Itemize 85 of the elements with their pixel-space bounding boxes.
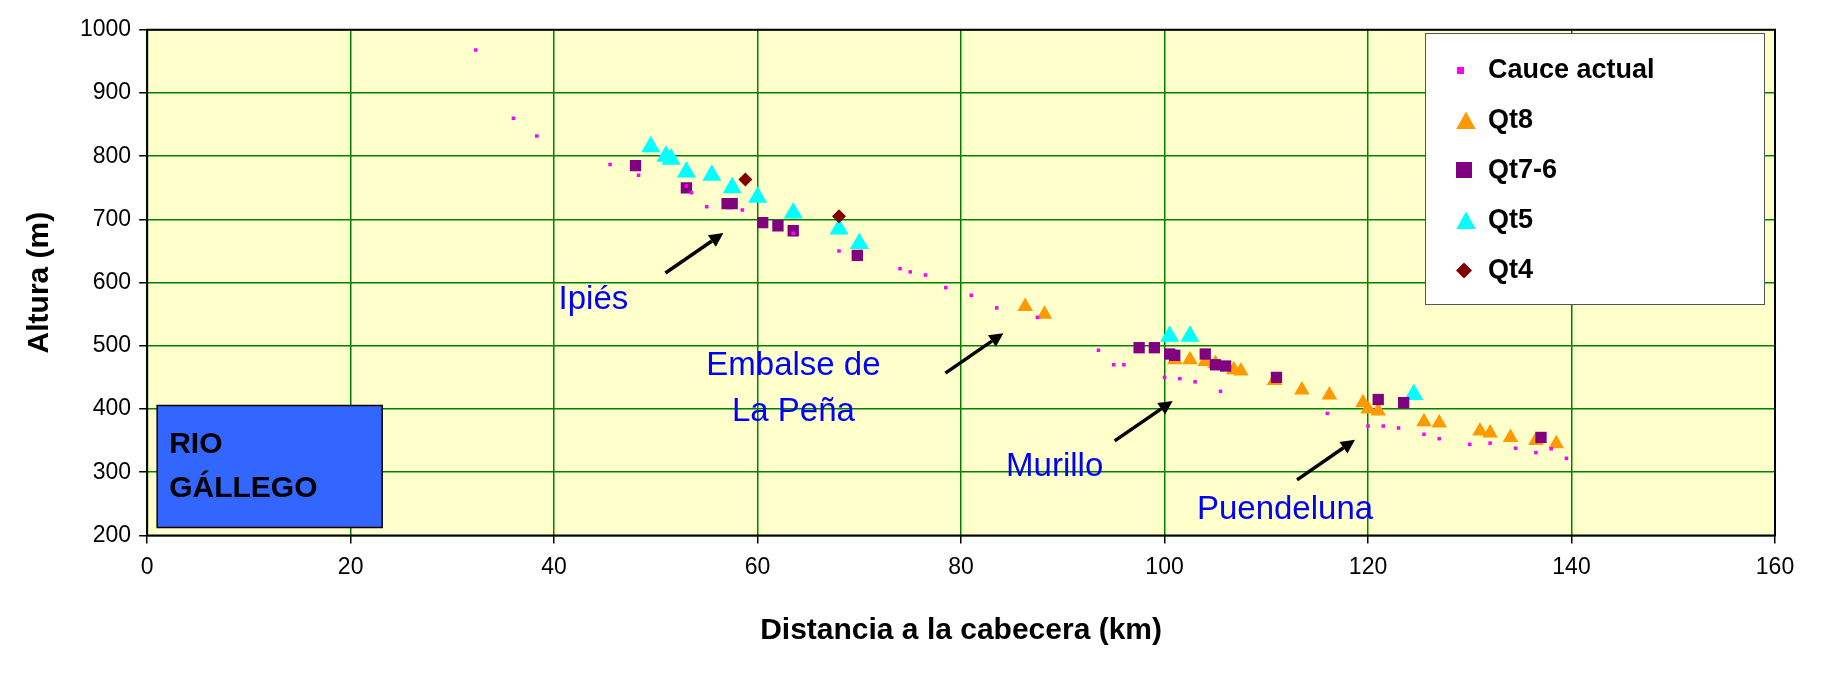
point: [1321, 386, 1338, 400]
point: [994, 306, 999, 310]
legend-label: Qt8: [1488, 103, 1534, 135]
point: [1133, 342, 1145, 354]
point: [704, 204, 709, 209]
y-axis-title: Altura (m): [21, 211, 55, 354]
point: [1422, 432, 1426, 437]
point: [1372, 393, 1384, 406]
point: [726, 197, 738, 210]
point: [1270, 371, 1283, 384]
point: [1366, 424, 1370, 428]
point: [1431, 413, 1448, 428]
point: [923, 273, 928, 277]
legend-label: Qt7-6: [1488, 153, 1558, 185]
point: [1397, 397, 1410, 409]
x-tick-label: 140: [1552, 552, 1591, 579]
y-tick-label: 400: [92, 394, 132, 421]
point: [1381, 424, 1386, 428]
y-tick-label: 500: [92, 331, 132, 358]
point: [1416, 412, 1432, 427]
y-tick-label: 900: [92, 78, 132, 105]
point: [1096, 348, 1101, 352]
point: [1193, 380, 1197, 384]
x-tick-label: 120: [1348, 552, 1388, 579]
point: [608, 162, 612, 167]
point: [1122, 362, 1126, 367]
point: [1148, 342, 1161, 354]
point: [1535, 431, 1547, 444]
y-tick-label: 800: [92, 141, 132, 168]
point: [1036, 305, 1053, 319]
point: [1233, 362, 1249, 376]
point: [1488, 441, 1492, 445]
legend-label: Cauce actual: [1488, 53, 1655, 85]
point: [740, 208, 745, 212]
point: [832, 209, 846, 224]
point: [1468, 442, 1472, 447]
x-axis-title: Distancia a la cabecera (km): [760, 612, 1163, 646]
y-tick-label: 600: [92, 267, 132, 294]
point: [1169, 349, 1181, 361]
annotation: RIO GÁLLEGO: [169, 425, 318, 503]
point: [1548, 434, 1565, 449]
point: [757, 216, 769, 229]
x-tick-label: 100: [1145, 552, 1184, 579]
point: [1437, 436, 1442, 441]
legend-label: Qt4: [1488, 253, 1534, 285]
point: [944, 285, 948, 290]
point: [1111, 362, 1116, 367]
x-tick-label: 0: [140, 552, 154, 579]
y-tick-label: 700: [92, 204, 132, 231]
point: [908, 270, 912, 274]
annotation: Ipiés: [558, 279, 629, 317]
point: [969, 293, 974, 298]
point: [738, 172, 753, 187]
x-tick-label: 160: [1755, 552, 1795, 579]
point: [898, 266, 902, 271]
y-tick-label: 1000: [79, 15, 132, 42]
point: [1219, 360, 1232, 372]
point: [1513, 446, 1518, 450]
x-tick-label: 40: [541, 552, 567, 579]
x-tick-label: 80: [948, 552, 974, 579]
point: [1178, 376, 1182, 381]
point: [851, 249, 863, 262]
point: [1549, 447, 1553, 451]
point: [1472, 422, 1488, 436]
point: [474, 48, 478, 52]
legend-label: Qt5: [1488, 203, 1534, 235]
point: [1017, 297, 1033, 312]
point: [535, 134, 539, 138]
x-tick-label: 60: [744, 552, 771, 579]
point: [1360, 400, 1376, 414]
x-tick-label: 20: [337, 552, 364, 579]
point: [636, 173, 641, 177]
y-tick-label: 300: [92, 457, 132, 484]
point: [1182, 350, 1198, 365]
point: [1199, 348, 1211, 360]
point: [772, 220, 784, 232]
point: [1502, 428, 1519, 442]
point: [837, 249, 841, 253]
point: [629, 160, 642, 172]
point: [1534, 450, 1538, 455]
y-tick-label: 200: [92, 520, 132, 547]
point: [689, 191, 694, 195]
point: [1294, 381, 1310, 395]
point: [1482, 424, 1498, 438]
point: [1396, 426, 1401, 430]
